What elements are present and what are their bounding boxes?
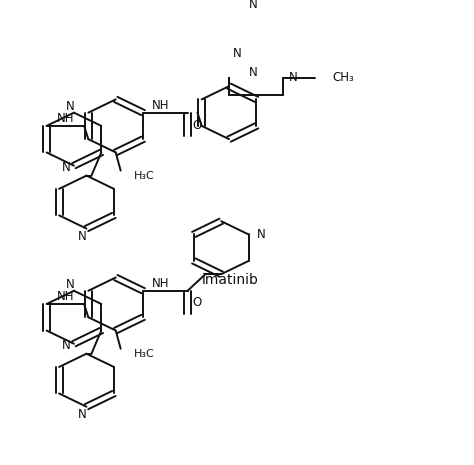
Text: N: N	[78, 408, 87, 421]
Text: NH: NH	[152, 277, 169, 290]
Text: O: O	[193, 296, 202, 309]
Text: N: N	[249, 0, 258, 11]
Text: N: N	[249, 66, 258, 79]
Text: H₃C: H₃C	[134, 171, 154, 180]
Text: N: N	[288, 71, 297, 84]
Text: N: N	[62, 339, 71, 352]
Text: NH: NH	[152, 99, 169, 112]
Text: imatinib: imatinib	[201, 273, 258, 287]
Text: N: N	[62, 161, 71, 174]
Text: N: N	[78, 230, 87, 243]
Text: N: N	[256, 228, 265, 241]
Text: N: N	[65, 278, 74, 291]
Text: O: O	[193, 120, 202, 133]
Text: CH₃: CH₃	[333, 71, 355, 84]
Text: NH: NH	[56, 290, 74, 303]
Text: H₃C: H₃C	[134, 349, 154, 359]
Text: N: N	[65, 100, 74, 113]
Text: N: N	[233, 46, 242, 60]
Text: NH: NH	[56, 112, 74, 125]
